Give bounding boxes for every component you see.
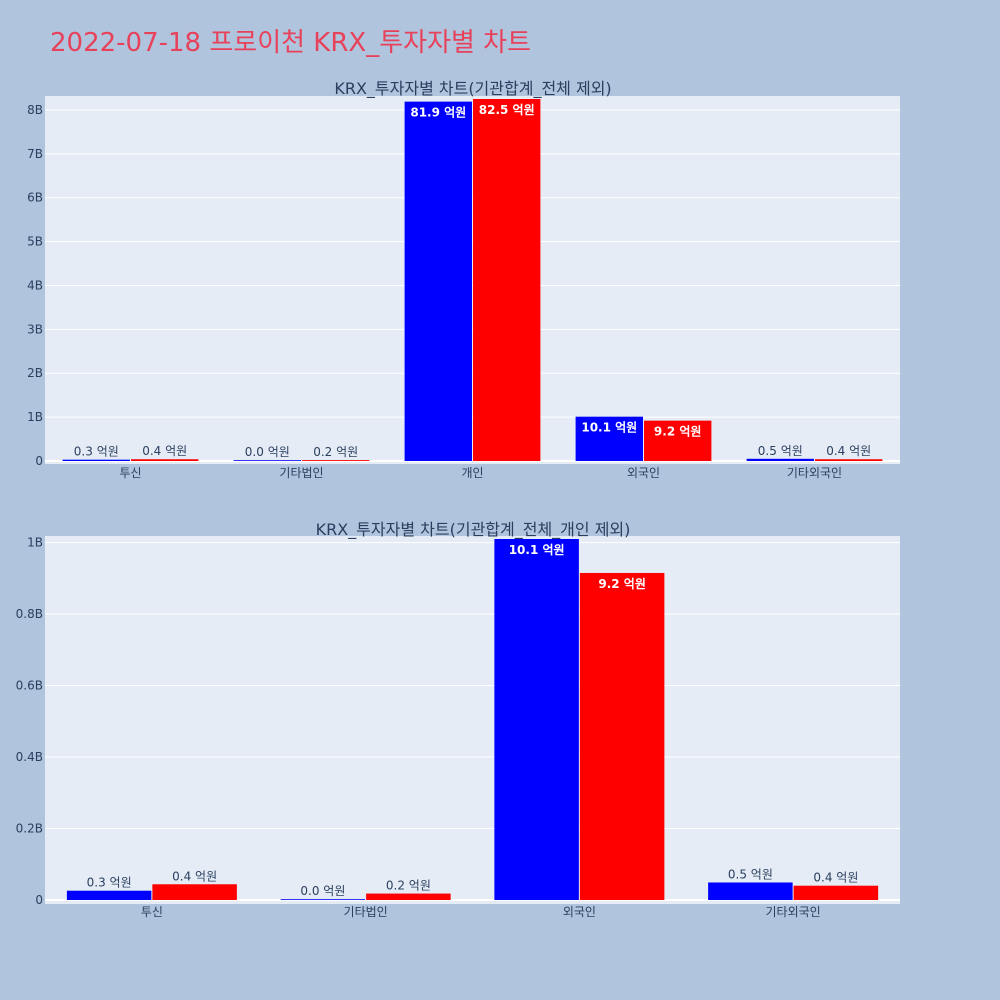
data-label: 0.0 억원	[245, 445, 290, 459]
y-tick-label: 0.2B	[16, 822, 43, 836]
data-label: 10.1 억원	[581, 421, 637, 435]
y-tick-label: 8B	[27, 103, 43, 117]
bar	[575, 416, 643, 461]
data-label: 9.2 억원	[654, 425, 702, 439]
page-title: 2022-07-18 프로이천 KRX_투자자별 차트	[50, 28, 532, 58]
y-tick-label: 4B	[27, 278, 43, 292]
bar	[793, 885, 879, 900]
plot-area	[45, 536, 900, 904]
bar	[404, 101, 472, 462]
x-category-label: 개인	[461, 466, 483, 480]
y-tick-label: 1B	[27, 410, 43, 424]
bar	[302, 460, 370, 461]
y-tick-label: 0.6B	[16, 679, 43, 693]
data-label: 0.3 억원	[74, 445, 119, 459]
data-label: 81.9 억원	[410, 106, 466, 120]
investor-chart-excl-individual: 0 0.2B 0.4B 0.6B 0.8B 1B KRX_투자자별 차트(기관합계_전체_개…	[16, 520, 900, 919]
x-category-label: 기타외국인	[787, 466, 842, 480]
y-tick-label: 0.8B	[16, 607, 43, 621]
y-tick-label: 0	[35, 893, 43, 907]
investor-chart-all: 0 1B 2B 3B 4B 5B 6B 7B 8B KRX_투자자별 차트(기관합계_전체 제외)…	[27, 79, 900, 480]
y-tick-label: 0	[35, 454, 43, 468]
data-label: 10.1 억원	[509, 543, 565, 557]
data-label: 0.0 억원	[300, 884, 345, 898]
x-category-label: 외국인	[627, 466, 660, 480]
x-category-label: 투신	[141, 905, 163, 919]
bar	[233, 460, 301, 461]
bar	[66, 890, 152, 900]
bar	[280, 899, 366, 900]
data-label: 0.4 억원	[142, 444, 187, 458]
y-tick-label: 7B	[27, 147, 43, 161]
bar	[579, 572, 665, 900]
plot-area	[45, 96, 900, 464]
data-label: 82.5 억원	[479, 103, 535, 117]
data-label: 0.5 억원	[728, 867, 773, 881]
bar	[366, 893, 451, 900]
data-label: 0.5 억원	[758, 444, 803, 458]
y-tick-label: 5B	[27, 235, 43, 249]
x-category-label: 기타법인	[344, 905, 388, 919]
x-category-label: 기타법인	[279, 466, 323, 480]
data-label: 0.4 억원	[813, 871, 858, 885]
data-label: 0.2 억원	[313, 445, 358, 459]
chart-title: KRX_투자자별 차트(기관합계_전체 제외)	[334, 79, 611, 99]
bar	[131, 459, 199, 461]
y-tick-label: 6B	[27, 191, 43, 205]
data-label: 0.3 억원	[87, 876, 132, 890]
x-category-label: 외국인	[563, 905, 596, 919]
bar	[708, 882, 793, 900]
y-tick-label: 1B	[27, 536, 43, 550]
data-label: 0.4 억원	[826, 444, 871, 458]
x-category-label: 기타외국인	[766, 905, 821, 919]
data-label: 0.4 억원	[172, 869, 217, 883]
bar	[494, 539, 579, 900]
bar	[152, 884, 237, 900]
data-label: 9.2 억원	[598, 577, 646, 591]
x-category-label: 투신	[119, 466, 141, 480]
y-tick-label: 3B	[27, 322, 43, 336]
bar	[644, 420, 712, 461]
y-tick-label: 2B	[27, 366, 43, 380]
bar	[473, 99, 541, 461]
chart-title: KRX_투자자별 차트(기관합계_전체_개인 제외)	[316, 520, 631, 540]
bar	[746, 458, 814, 461]
data-label: 0.2 억원	[386, 879, 431, 893]
y-tick-label: 0.4B	[16, 750, 43, 764]
bar	[62, 459, 130, 461]
bar	[815, 459, 883, 461]
